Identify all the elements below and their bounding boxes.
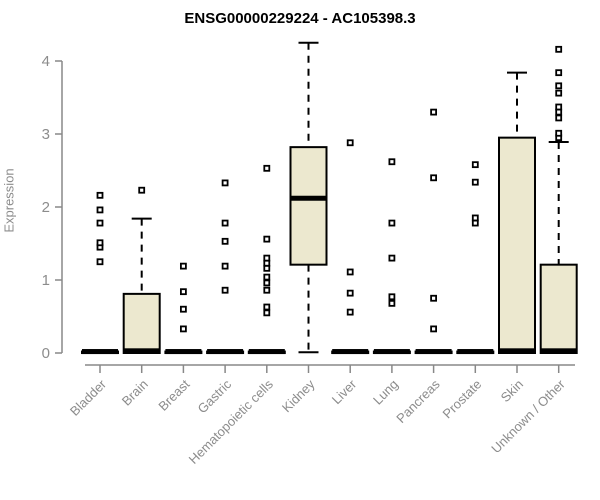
outlier-point [555, 89, 563, 97]
outlier-point [221, 262, 229, 270]
x-tick-label: Unknown / Other [488, 376, 568, 456]
median-line [332, 349, 369, 355]
outlier-point [138, 186, 146, 194]
x-tick-label: Breast [155, 376, 192, 413]
box-Brain [122, 292, 161, 354]
outlier-point [96, 239, 104, 247]
outlier-point [263, 309, 271, 317]
outlier-point [263, 235, 271, 243]
median-line [123, 348, 160, 354]
outlier-point [430, 294, 438, 302]
outlier-point [263, 164, 271, 172]
outlier-point [388, 293, 396, 301]
box-Skin [498, 136, 536, 354]
median-line [165, 349, 202, 355]
x-tick-label: Brain [119, 377, 151, 409]
outlier-point [179, 262, 187, 270]
outlier-point [471, 161, 479, 169]
outlier-point [221, 286, 229, 294]
outlier-point [471, 178, 479, 186]
x-tick-label: Pancreas [393, 376, 443, 426]
outlier-point [346, 308, 354, 316]
y-tick-label: 0 [42, 345, 50, 362]
median-line [82, 349, 118, 355]
y-tick-label: 4 [42, 53, 50, 70]
box-Kidney [289, 146, 328, 266]
outlier-point [263, 303, 271, 311]
outlier-point [555, 82, 563, 90]
x-tick-label: Liver [329, 376, 360, 407]
outlier-point [179, 325, 187, 333]
x-tick-label: Prostate [440, 377, 485, 422]
y-tick-label: 2 [42, 199, 50, 216]
median-line [248, 349, 285, 355]
median-line [499, 348, 535, 354]
outlier-point [388, 158, 396, 166]
outlier-point [221, 179, 229, 187]
outlier-point [346, 268, 354, 276]
y-tick-label: 1 [42, 272, 50, 289]
x-tick-label: Skin [498, 377, 526, 405]
x-tick-label: Kidney [279, 376, 318, 415]
outlier-point [96, 191, 104, 199]
outlier-point [471, 214, 479, 222]
median-line [540, 348, 577, 354]
y-axis-title: Expression [1, 168, 17, 233]
box-Unknown / Other [539, 263, 578, 355]
outlier-point [388, 299, 396, 307]
y-tick-label: 3 [42, 126, 50, 143]
outlier-point [96, 206, 104, 214]
outlier-point [555, 129, 563, 137]
outlier-point [555, 45, 563, 53]
median-line [457, 349, 494, 355]
outlier-point [346, 139, 354, 147]
x-tick-label: Gastric [195, 376, 235, 416]
median-line [373, 349, 410, 355]
outlier-point [430, 174, 438, 182]
chart-title: ENSG00000229224 - AC105398.3 [184, 10, 416, 27]
x-tick-label: Bladder [67, 376, 110, 419]
median-line [207, 349, 244, 355]
outlier-point [263, 273, 271, 281]
outlier-point [388, 219, 396, 227]
outlier-point [430, 325, 438, 333]
outlier-point [263, 254, 271, 262]
outlier-point [179, 288, 187, 296]
outlier-point [221, 219, 229, 227]
outlier-point [555, 69, 563, 77]
outlier-point [263, 286, 271, 294]
median-line [415, 349, 452, 355]
outlier-point [555, 103, 563, 111]
outlier-point [388, 254, 396, 262]
outlier-point [96, 258, 104, 266]
outlier-point [555, 114, 563, 122]
outlier-point [346, 289, 354, 297]
outlier-point [263, 279, 271, 287]
x-tick-label: Lung [370, 377, 401, 408]
outlier-point [96, 219, 104, 227]
outlier-point [430, 108, 438, 116]
median-line [290, 195, 327, 201]
outlier-point [179, 305, 187, 313]
outlier-point [221, 237, 229, 245]
